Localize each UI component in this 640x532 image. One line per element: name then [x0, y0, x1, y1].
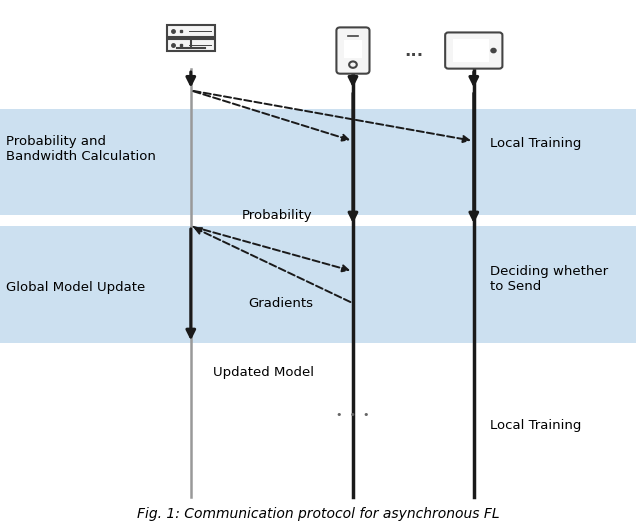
Bar — [0, 109, 636, 215]
Text: Probability and
Bandwidth Calculation: Probability and Bandwidth Calculation — [6, 135, 156, 163]
Text: Deciding whether
to Send: Deciding whether to Send — [490, 265, 608, 293]
Circle shape — [491, 48, 496, 53]
Text: Fig. 1: Communication protocol for asynchronous FL: Fig. 1: Communication protocol for async… — [137, 508, 499, 521]
Text: ...: ... — [404, 41, 423, 60]
Bar — [344, 40, 362, 58]
Text: Updated Model: Updated Model — [213, 366, 314, 379]
Bar — [453, 39, 489, 62]
Text: Probability: Probability — [242, 209, 312, 222]
Text: •  •  •: • • • — [336, 410, 370, 420]
Text: Local Training: Local Training — [490, 419, 581, 432]
FancyBboxPatch shape — [167, 39, 214, 51]
FancyBboxPatch shape — [445, 32, 502, 69]
Text: Global Model Update: Global Model Update — [6, 281, 146, 294]
Bar — [0, 226, 636, 343]
Text: Local Training: Local Training — [490, 137, 581, 150]
FancyBboxPatch shape — [337, 27, 369, 73]
Text: Gradients: Gradients — [248, 297, 313, 310]
FancyBboxPatch shape — [167, 25, 214, 37]
